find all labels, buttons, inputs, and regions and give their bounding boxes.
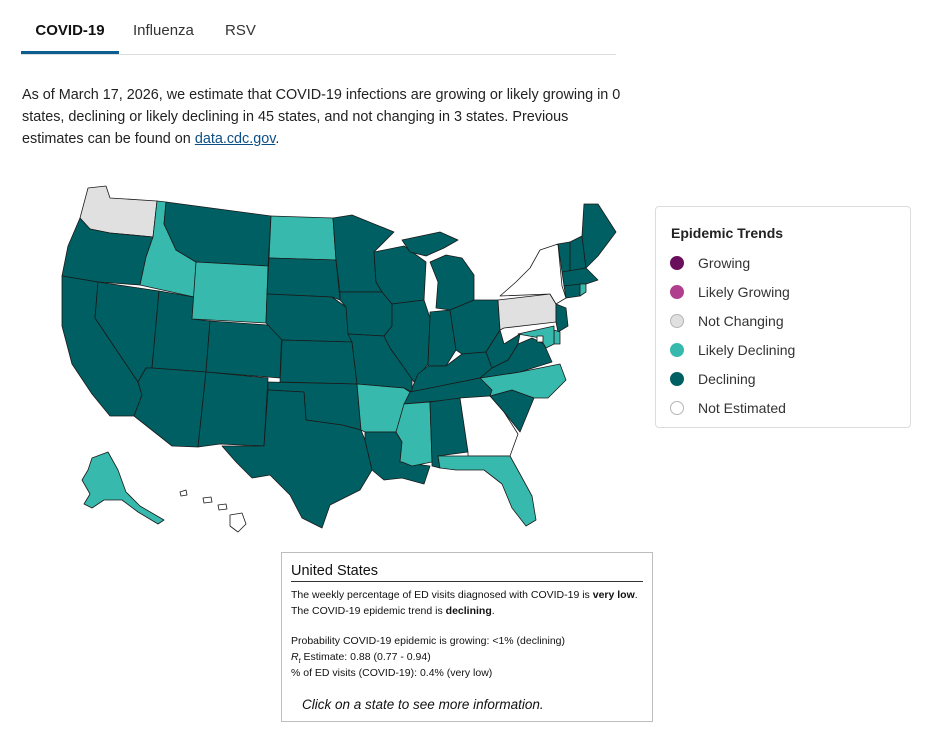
state-WY[interactable] bbox=[191, 261, 269, 324]
state-TX[interactable] bbox=[221, 389, 373, 529]
info-rt-estimate: Rt Estimate: 0.88 (0.77 - 0.94) bbox=[291, 649, 643, 670]
state-AK[interactable] bbox=[81, 451, 165, 525]
state-CT[interactable] bbox=[563, 283, 581, 299]
info-trend: declining bbox=[445, 605, 492, 617]
state-MI[interactable] bbox=[429, 254, 475, 311]
state-DC[interactable] bbox=[536, 335, 544, 343]
legend-item-growing: Growing bbox=[670, 253, 750, 273]
disease-tabs: COVID-19 Influenza RSV bbox=[21, 10, 616, 55]
hawaii-island-2[interactable] bbox=[202, 496, 213, 504]
tab-rsv[interactable]: RSV bbox=[225, 22, 256, 39]
legend-label: Growing bbox=[698, 255, 751, 271]
legend-swatch-likely-declining bbox=[670, 343, 684, 357]
data-cdc-gov-link[interactable]: data.cdc.gov bbox=[194, 131, 276, 147]
state-NM[interactable] bbox=[197, 371, 269, 448]
state-CO[interactable] bbox=[205, 320, 283, 379]
state-AZ[interactable] bbox=[133, 367, 207, 448]
legend-item-not-changing: Not Changing bbox=[670, 311, 784, 331]
legend-swatch-declining bbox=[670, 372, 684, 386]
legend-swatch-likely-growing bbox=[670, 285, 684, 299]
summary-text: As of March 17, 2026, we estimate that C… bbox=[22, 87, 621, 147]
state-ME[interactable] bbox=[581, 203, 617, 269]
rt-text: Estimate: 0.88 (0.77 - 0.94) bbox=[300, 651, 431, 663]
summary-end: . bbox=[275, 131, 280, 147]
state-SD[interactable] bbox=[266, 257, 341, 301]
state-WV[interactable] bbox=[485, 329, 521, 369]
legend-item-declining: Declining bbox=[670, 369, 756, 389]
state-NJ[interactable] bbox=[555, 303, 569, 333]
state-NY[interactable] bbox=[499, 243, 567, 305]
info-probability: Probability COVID-19 epidemic is growing… bbox=[291, 635, 565, 647]
legend-label: Not Estimated bbox=[698, 400, 786, 416]
state-IL[interactable] bbox=[383, 299, 431, 383]
epidemic-trends-legend: Epidemic Trends Growing Likely Growing Not… bbox=[655, 206, 911, 428]
legend-item-likely-growing: Likely Growing bbox=[670, 282, 790, 302]
state-NC[interactable] bbox=[479, 363, 567, 399]
click-hint: Click on a state to see more information… bbox=[302, 697, 544, 712]
trend-summary: As of March 17, 2026, we estimate that C… bbox=[22, 84, 622, 150]
info-trend-text: The weekly percentage of ED visits diagn… bbox=[291, 587, 643, 619]
legend-label: Likely Declining bbox=[698, 342, 796, 358]
state-MI-upper[interactable] bbox=[401, 231, 459, 257]
state-IA[interactable] bbox=[339, 291, 393, 337]
hawaii-island-1[interactable] bbox=[179, 489, 188, 497]
legend-label: Not Changing bbox=[698, 313, 784, 329]
info-text-a: The weekly percentage of ED visits diagn… bbox=[291, 589, 593, 601]
tab-influenza[interactable]: Influenza bbox=[133, 22, 194, 39]
legend-title: Epidemic Trends bbox=[671, 225, 784, 241]
legend-item-likely-declining: Likely Declining bbox=[670, 340, 795, 360]
state-RI[interactable] bbox=[579, 283, 587, 297]
state-NE[interactable] bbox=[265, 293, 353, 343]
state-DE[interactable] bbox=[553, 329, 561, 345]
rt-subscript: t bbox=[298, 658, 301, 666]
legend-swatch-not-estimated bbox=[670, 401, 684, 415]
us-states-map bbox=[61, 185, 617, 533]
us-info-panel: United States The weekly percentage of E… bbox=[281, 552, 653, 722]
info-text-e: . bbox=[491, 605, 495, 617]
info-title: United States bbox=[291, 563, 643, 582]
state-MD[interactable] bbox=[517, 325, 555, 349]
legend-label: Declining bbox=[698, 371, 756, 387]
state-ND[interactable] bbox=[268, 215, 337, 261]
legend-label: Likely Growing bbox=[698, 284, 790, 300]
state-PA[interactable] bbox=[497, 293, 557, 331]
hawaii-island-4[interactable] bbox=[229, 512, 247, 533]
info-text-c: . The COVID-19 epidemic trend is bbox=[291, 589, 638, 617]
legend-item-not-estimated: Not Estimated bbox=[670, 398, 786, 418]
state-MA[interactable] bbox=[561, 267, 599, 287]
info-ed-visits: % of ED visits (COVID-19): 0.4% (very lo… bbox=[291, 667, 493, 679]
rt-symbol: R bbox=[291, 651, 299, 663]
legend-swatch-growing bbox=[670, 256, 684, 270]
tab-covid-19[interactable]: COVID-19 bbox=[21, 10, 119, 54]
state-FL[interactable] bbox=[437, 455, 537, 527]
info-level: very low bbox=[592, 589, 635, 601]
hawaii-island-3[interactable] bbox=[217, 503, 228, 511]
state-KS[interactable] bbox=[279, 339, 358, 385]
legend-swatch-not-changing bbox=[670, 314, 684, 328]
